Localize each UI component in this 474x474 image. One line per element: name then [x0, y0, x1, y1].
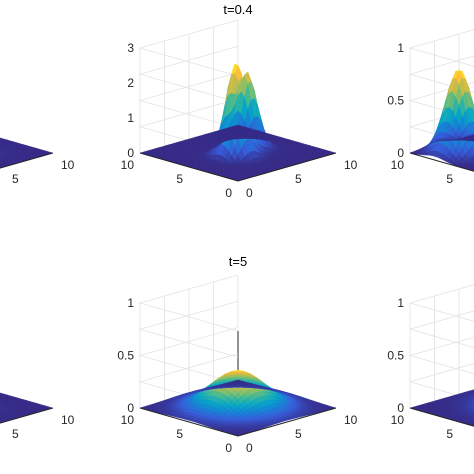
surface-mesh — [139, 63, 337, 182]
z-gridline — [408, 81, 474, 120]
y-tick-label: 0 — [225, 186, 232, 200]
x-axis-line — [237, 152, 337, 182]
x-tick-label: 5 — [12, 427, 19, 441]
z-gridline — [408, 336, 474, 375]
z-tick-label: 0 — [127, 146, 134, 160]
top-edge — [408, 29, 474, 67]
z-tick-label: 0 — [397, 146, 404, 160]
x-axis-line — [0, 407, 54, 424]
surface-patch — [0, 137, 2, 139]
top-edge — [408, 284, 474, 322]
z-tick-label: 1 — [127, 111, 134, 125]
x-tick-label: 0 — [246, 441, 253, 455]
z-gridline — [138, 45, 239, 103]
z-tick-label: 0.5 — [117, 349, 134, 363]
y-axis-line — [139, 152, 239, 182]
surface-mesh — [0, 392, 54, 424]
y-tick-label: 5 — [176, 172, 183, 186]
axis-box — [138, 19, 239, 182]
x-tick-label: 5 — [12, 172, 19, 186]
surface-mesh — [409, 69, 474, 172]
x-tick-label: 5 — [295, 427, 302, 441]
z-tick-label: 2 — [127, 76, 134, 90]
z-gridline — [408, 310, 474, 348]
z-gridline — [408, 108, 474, 146]
panel-title: t=5 — [229, 254, 247, 269]
x-tick-label: 0 — [246, 186, 253, 200]
y-tick-label: 10 — [121, 158, 135, 172]
z-tick-label: 3 — [127, 41, 134, 55]
z-gridline — [138, 300, 239, 358]
surface-mesh — [409, 389, 474, 427]
y-tick-label: 10 — [391, 158, 405, 172]
z-gridline — [138, 327, 239, 384]
surface-mesh — [0, 137, 54, 169]
surface-patch — [0, 392, 2, 394]
surface-patch — [233, 124, 243, 128]
top-edge — [138, 19, 239, 77]
y-tick-label: 5 — [446, 172, 453, 186]
surface-mesh — [139, 370, 337, 437]
z-tick-label: 1 — [397, 41, 404, 55]
z-gridline — [138, 72, 239, 129]
y-tick-label: 10 — [121, 413, 135, 427]
z-tick-label: 1 — [127, 296, 134, 310]
top-edge — [138, 274, 239, 332]
panel-title: t=0.4 — [223, 2, 252, 17]
x-axis-line — [0, 152, 54, 169]
x-tick-label: 5 — [295, 172, 302, 186]
surface-panel-4: 5 10 — [0, 392, 75, 441]
x-tick-label: 10 — [61, 158, 75, 172]
y-tick-label: 0 — [225, 441, 232, 455]
y-axis-line — [409, 152, 474, 172]
x-tick-label: 10 — [61, 413, 75, 427]
x-tick-label: 10 — [344, 158, 358, 172]
y-tick-label: 5 — [176, 427, 183, 441]
surface-panel-1: 5 10 — [0, 137, 75, 186]
surface-panel-3: 10 5 0 0.5 1 — [387, 29, 474, 186]
x-tick-label: 10 — [344, 413, 358, 427]
z-gridline — [408, 55, 474, 93]
z-tick-label: 0 — [127, 401, 134, 415]
z-tick-label: 0.5 — [387, 94, 404, 108]
